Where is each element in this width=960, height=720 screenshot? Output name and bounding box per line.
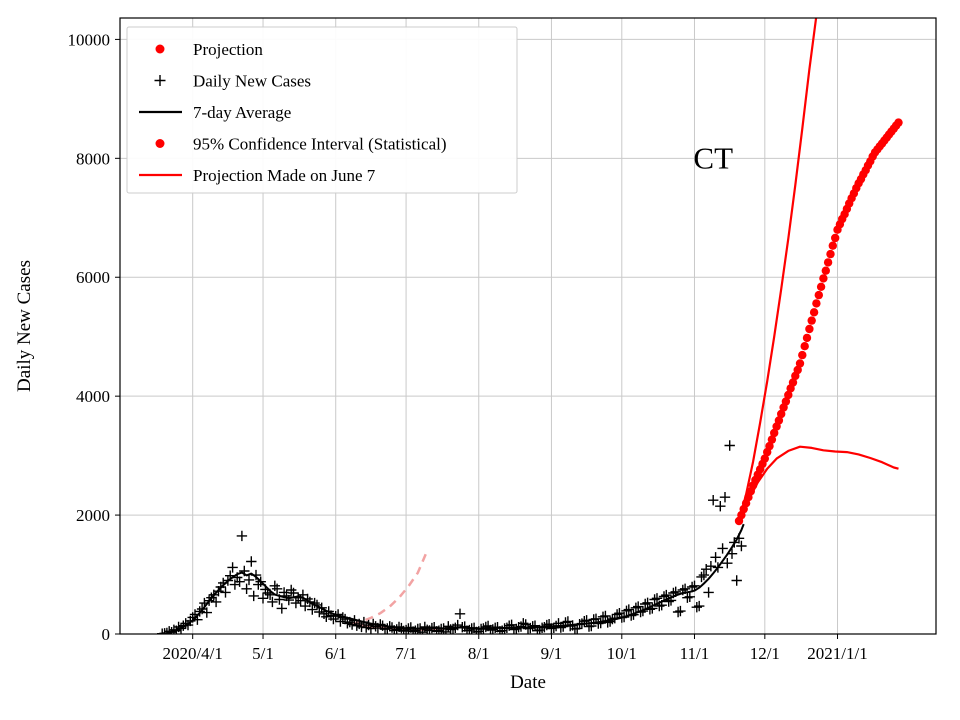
legend-item-projection: Projection	[155, 40, 263, 59]
legend-label: 7-day Average	[193, 103, 291, 122]
y-tick-label: 2000	[76, 506, 110, 525]
x-tick-label: 10/1	[607, 644, 637, 663]
daily-cases-scatter	[157, 440, 747, 634]
legend-label: 95% Confidence Interval (Statistical)	[193, 135, 447, 154]
seven-day-average-line	[166, 523, 745, 634]
x-tick-label: 11/1	[680, 644, 710, 663]
x-tick-label: 2021/1/1	[807, 644, 867, 663]
confidence-interval-dot-icon	[155, 139, 165, 148]
y-tick-label: 4000	[76, 387, 110, 406]
y-axis-label: Daily New Cases	[14, 260, 35, 392]
june7-projection-upper-dashed	[351, 550, 429, 626]
daily-new-cases-plus-icon	[154, 75, 166, 86]
legend-label: Daily New Cases	[193, 72, 311, 91]
legend-label: Projection Made on June 7	[193, 166, 376, 185]
y-tick-label: 10000	[68, 30, 111, 49]
ci-lower-line	[737, 445, 899, 522]
ci-upper-line	[737, 18, 818, 522]
x-tick-label: 6/1	[325, 644, 347, 663]
y-tick-label: 6000	[76, 268, 110, 287]
x-tick-label: 12/1	[750, 644, 780, 663]
legend-item-projection-june7: Projection Made on June 7	[139, 166, 376, 185]
legend-item-confidence-interval: 95% Confidence Interval (Statistical)	[155, 135, 447, 154]
plot-border	[119, 17, 937, 635]
legend-item-daily-new-cases: Daily New Cases	[154, 72, 311, 91]
legend: Projection Daily New Cases 7-day Average 95…	[126, 26, 518, 194]
x-tick-label: 5/1	[252, 644, 274, 663]
y-tick-label: 0	[102, 625, 111, 644]
projection-dot-icon	[155, 44, 165, 54]
legend-label: Projection	[193, 40, 263, 59]
legend-item-seven-day-average: 7-day Average	[139, 103, 291, 122]
x-axis-label: Date	[510, 672, 546, 693]
y-tick-label: 8000	[76, 149, 110, 168]
legend-box	[126, 26, 518, 194]
x-tick-label: 2020/4/1	[162, 644, 222, 663]
x-tick-label: 7/1	[395, 644, 417, 663]
projection-dots	[734, 118, 903, 526]
axes: 2020/4/1 5/1 6/1 7/1 8/1 9/1 10/1 11/1 12/1 2021/…	[68, 30, 868, 663]
x-tick-label: 8/1	[468, 644, 490, 663]
x-tick-label: 9/1	[541, 644, 563, 663]
state-annotation: CT	[693, 140, 733, 175]
series-layer	[157, 18, 903, 634]
